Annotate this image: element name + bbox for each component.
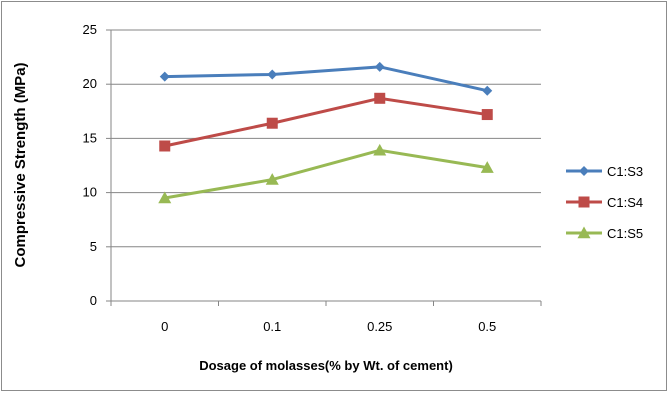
- legend-item: C1:S4: [566, 195, 643, 210]
- y-tick-label: 25: [83, 22, 97, 37]
- x-tick-label: 0.5: [478, 319, 496, 334]
- data-point: [373, 143, 387, 156]
- y-tick-label: 5: [90, 239, 97, 254]
- axes: [106, 29, 542, 306]
- y-tick-label: 15: [83, 130, 97, 145]
- data-point: [158, 191, 172, 204]
- series-line: [164, 65, 488, 93]
- legend-label: C1:S4: [607, 195, 643, 210]
- y-tick-label: 10: [83, 185, 97, 200]
- x-tick-label: 0.1: [263, 319, 281, 334]
- data-point: [374, 61, 385, 72]
- series: [158, 61, 494, 204]
- data-point: [482, 85, 493, 96]
- data-point: [266, 117, 278, 129]
- data-point: [374, 92, 386, 104]
- x-axis-title: Dosage of molasses(% by Wt. of cement): [199, 358, 453, 373]
- x-tick-label: 0: [161, 319, 168, 334]
- y-tick-labels: 0 5 10 15 20 25: [83, 22, 97, 308]
- legend-item: C1:S3: [566, 164, 643, 179]
- legend-marker: [578, 196, 590, 208]
- x-tick-labels: 0 0.1 0.25 0.5: [161, 319, 496, 334]
- y-axis-title: Compressive Strength (MPa): [12, 62, 29, 267]
- legend-item: C1:S5: [566, 226, 643, 241]
- series-c1-s3: [159, 61, 493, 96]
- x-tick-label: 0.25: [367, 319, 392, 334]
- data-point: [481, 109, 493, 121]
- data-point: [159, 140, 171, 152]
- legend-label: C1:S5: [607, 226, 643, 241]
- series-line: [164, 148, 488, 200]
- series-c1-s4: [159, 92, 493, 152]
- legend-label: C1:S3: [607, 164, 643, 179]
- data-point: [159, 71, 170, 82]
- series-line: [164, 96, 488, 148]
- series-c1-s5: [158, 143, 494, 204]
- y-tick-label: 0: [90, 293, 97, 308]
- data-point: [480, 161, 494, 173]
- y-tick-label: 20: [83, 76, 97, 91]
- data-point: [265, 173, 279, 185]
- legend: C1:S3 C1:S4 C1:S5: [566, 164, 643, 241]
- legend-marker: [577, 226, 591, 239]
- legend-marker: [579, 166, 589, 176]
- gridlines: [111, 29, 541, 248]
- data-point: [267, 69, 278, 80]
